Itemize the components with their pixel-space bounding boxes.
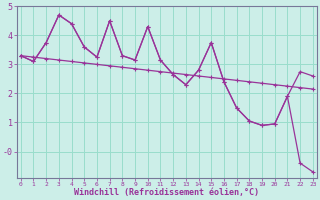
X-axis label: Windchill (Refroidissement éolien,°C): Windchill (Refroidissement éolien,°C) [74,188,259,197]
